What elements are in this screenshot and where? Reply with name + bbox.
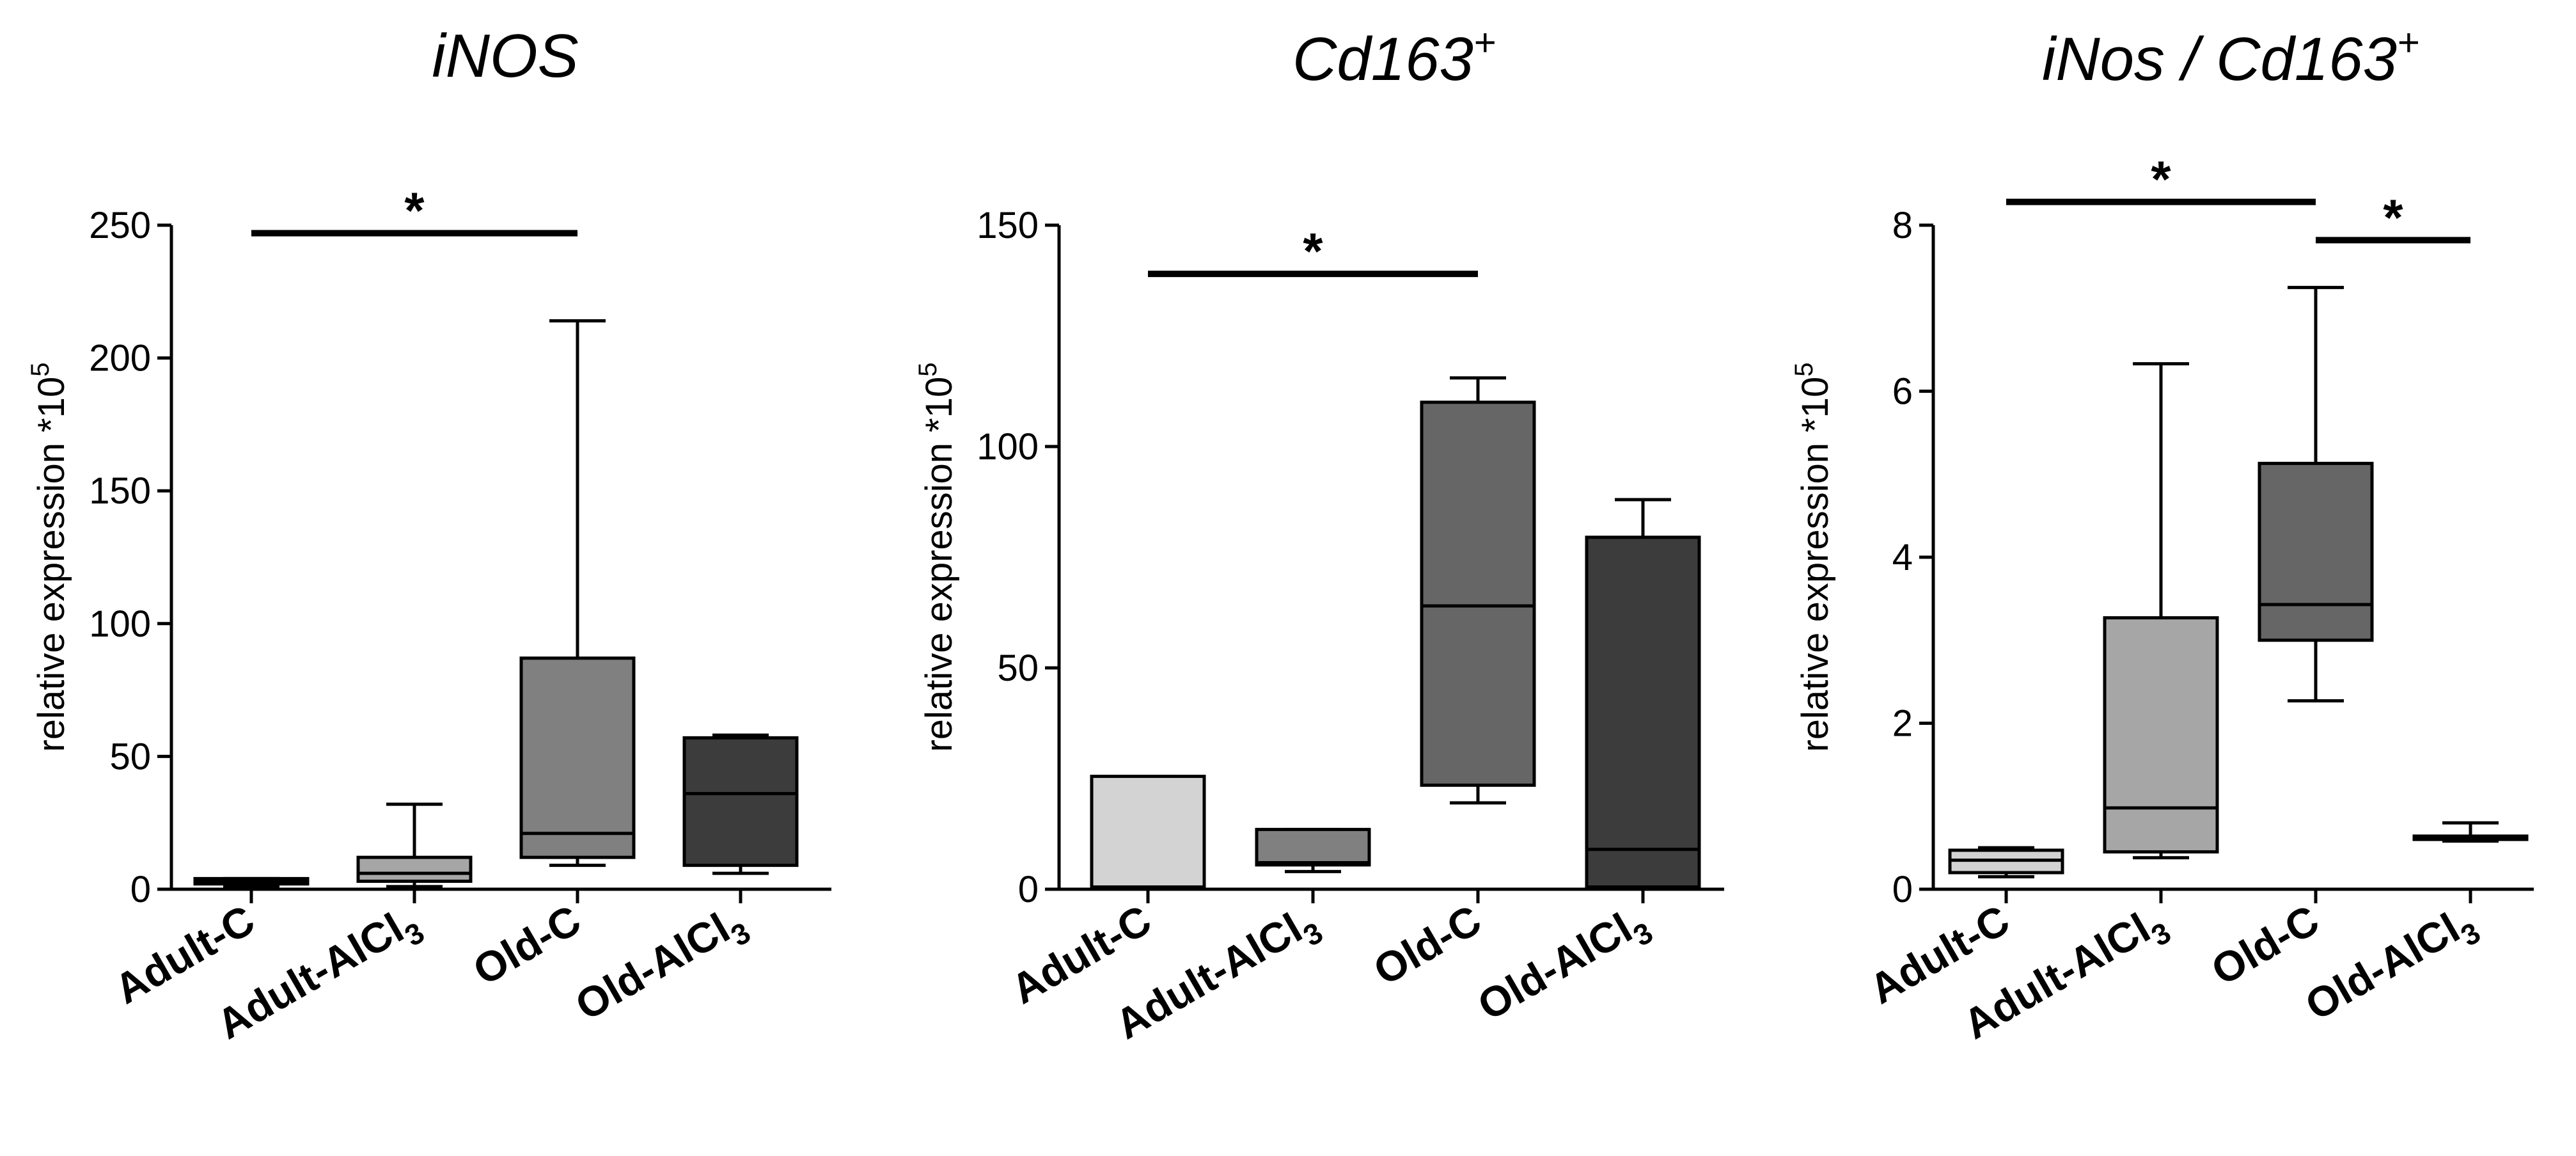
chart-title-text: Cd163 (1292, 25, 1473, 93)
y-axis-label: relative expression *105 (1790, 362, 1836, 752)
x-tick-label-text: Old-C (2203, 896, 2327, 994)
y-tick-label: 0 (1892, 869, 1913, 910)
chart-title: Cd163+ (1292, 21, 1496, 93)
y-tick-label: 100 (89, 603, 151, 645)
significance-star: * (2383, 189, 2403, 246)
y-axis-label-text: relative expression *10 (1795, 377, 1836, 752)
y-axis-label-text: relative expression *10 (31, 377, 72, 752)
box-iqr (2258, 461, 2374, 642)
box-3 (1420, 376, 1536, 805)
chart-title-text: iNOS (432, 22, 578, 90)
box-2 (356, 802, 473, 889)
x-tick-label: Old-C (465, 896, 588, 994)
significance-star: * (404, 182, 425, 239)
y-tick-label: 8 (1892, 205, 1913, 246)
x-tick-label-text: Old-AlCl (567, 904, 737, 1029)
box-3 (519, 319, 636, 867)
y-tick-label: 0 (1018, 869, 1039, 910)
y-tick-label: 100 (977, 426, 1039, 468)
box-2 (1255, 828, 1371, 873)
chart-title: iNOS (432, 22, 578, 90)
box-1 (193, 876, 310, 889)
box-4 (2412, 821, 2529, 843)
chart-title: iNos / Cd163+ (2042, 21, 2419, 93)
x-tick-label-text: Old-C (465, 896, 588, 994)
y-tick-label: 0 (130, 869, 151, 910)
x-tick-label-text: Old-AlCl (1470, 904, 1640, 1029)
box-iqr (2103, 616, 2219, 854)
x-tick-label-text: Old-AlCl (2297, 904, 2467, 1029)
y-axis-label-sup: 5 (914, 362, 942, 376)
x-tick-label: Old-AlCl3 (2297, 896, 2486, 1037)
x-tick-label-text: Old-C (1365, 896, 1489, 994)
y-tick-label: 250 (89, 205, 151, 246)
y-axis-label: relative expression *105 (914, 362, 960, 752)
y-axis-label-text: relative expression *10 (918, 377, 960, 752)
panel-1: iNOS 0 50 100 150 200 250 relative expression *… (26, 22, 831, 1048)
y-tick-label: 4 (1892, 537, 1913, 578)
x-tick-label: Old-C (2203, 896, 2327, 994)
chart-title-sup: + (2397, 21, 2419, 64)
box-iqr (682, 736, 799, 867)
y-axis-label: relative expression *105 (26, 362, 72, 752)
box-1 (1090, 775, 1206, 890)
y-axis-label-sup: 5 (1790, 362, 1818, 376)
box-iqr (1255, 828, 1371, 867)
box-iqr (519, 656, 636, 859)
significance-star: * (2151, 151, 2171, 208)
x-tick-label: Old-C (1365, 896, 1489, 994)
box-iqr (1585, 535, 1701, 889)
y-tick-label: 150 (977, 205, 1039, 246)
box-3 (2258, 285, 2374, 702)
y-tick-label: 50 (109, 736, 151, 777)
box-1 (1948, 846, 2064, 879)
significance-star: * (1303, 223, 1323, 280)
chart-title-text: iNos / Cd163 (2042, 25, 2397, 93)
box-iqr (1420, 400, 1536, 787)
box-iqr (1090, 775, 1206, 889)
y-axis-label-sup: 5 (26, 362, 54, 376)
box-4 (1585, 498, 1701, 889)
box-4 (682, 733, 799, 875)
y-tick-label: 150 (89, 470, 151, 512)
box-2 (2103, 362, 2219, 860)
y-tick-label: 50 (997, 647, 1039, 689)
y-tick-label: 2 (1892, 703, 1913, 745)
x-tick-label: Old-AlCl3 (567, 896, 756, 1037)
chart-title-sup: + (1473, 21, 1496, 64)
y-tick-label: 200 (89, 338, 151, 379)
x-tick-label: Old-AlCl3 (1470, 896, 1658, 1037)
box-iqr (356, 855, 473, 883)
y-tick-label: 6 (1892, 371, 1913, 413)
